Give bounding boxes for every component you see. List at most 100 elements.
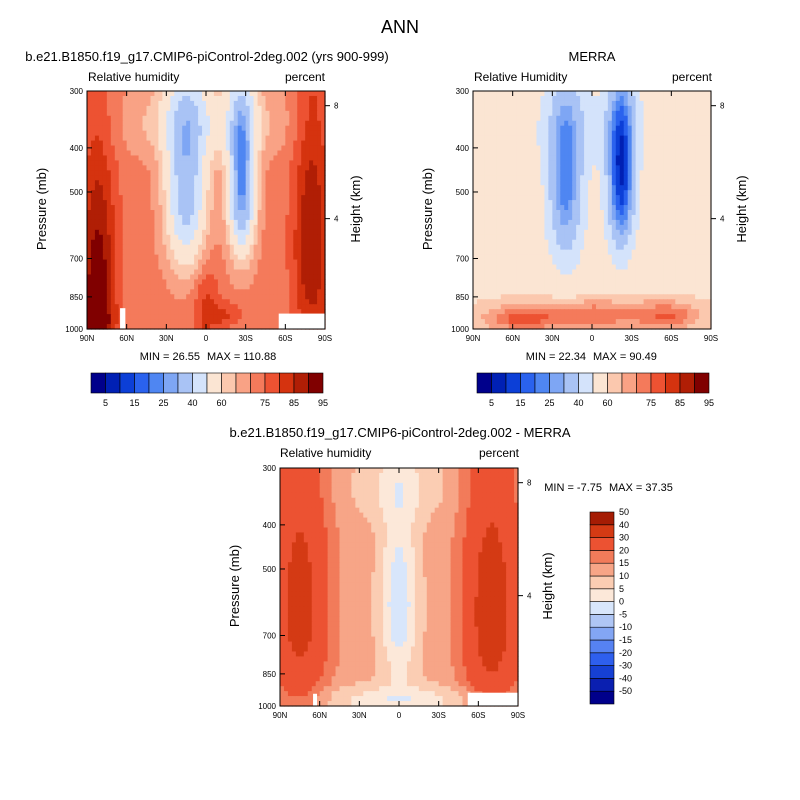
field-cell bbox=[206, 264, 211, 271]
field-cell bbox=[237, 170, 243, 176]
field-cell bbox=[504, 205, 510, 211]
field-cell bbox=[146, 304, 152, 310]
field-cell bbox=[476, 110, 482, 117]
field-cell bbox=[257, 219, 263, 226]
field-cell bbox=[580, 244, 585, 251]
field-cell bbox=[273, 249, 278, 256]
field-cell bbox=[209, 259, 215, 266]
field-cell bbox=[556, 130, 561, 137]
field-cell bbox=[584, 140, 589, 147]
field-cell bbox=[221, 165, 227, 171]
field-cell bbox=[580, 170, 585, 176]
field-cell bbox=[500, 160, 506, 166]
field-cell bbox=[532, 200, 538, 206]
field-cell bbox=[595, 140, 601, 147]
field-cell bbox=[564, 200, 569, 206]
field-cell bbox=[213, 170, 219, 176]
field-cell bbox=[142, 244, 148, 251]
field-cell bbox=[607, 244, 613, 251]
field-cell bbox=[178, 214, 183, 221]
field-cell bbox=[170, 100, 175, 107]
field-cell bbox=[588, 210, 593, 216]
field-cell bbox=[691, 180, 696, 186]
field-cell bbox=[257, 185, 263, 191]
field-cell bbox=[627, 135, 633, 142]
field-cell bbox=[261, 234, 267, 241]
field-cell bbox=[492, 150, 498, 157]
field-cell bbox=[488, 185, 494, 191]
field-cell bbox=[603, 249, 609, 256]
field-cell bbox=[221, 155, 227, 162]
field-cell bbox=[707, 130, 712, 137]
field-cell bbox=[90, 165, 96, 171]
field-cell bbox=[225, 319, 231, 325]
field-cell bbox=[607, 249, 613, 256]
field-cell bbox=[174, 130, 179, 137]
y-tick-label: 400 bbox=[70, 144, 84, 153]
field-cell bbox=[225, 254, 231, 261]
field-cell bbox=[707, 95, 712, 102]
field-cell bbox=[146, 244, 152, 251]
field-cell bbox=[190, 214, 195, 221]
field-cell bbox=[126, 289, 132, 295]
field-cell bbox=[273, 175, 278, 181]
field-cell bbox=[524, 229, 530, 236]
field-cell bbox=[114, 284, 120, 290]
field-cell bbox=[643, 190, 649, 196]
field-cell bbox=[186, 95, 191, 102]
field-cell bbox=[512, 125, 518, 132]
field-cell bbox=[269, 200, 275, 206]
field-cell bbox=[703, 239, 708, 246]
field-cell bbox=[556, 160, 561, 166]
field-cell bbox=[146, 150, 152, 157]
field-cell bbox=[548, 205, 553, 211]
field-cell bbox=[651, 224, 657, 231]
field-cell bbox=[317, 160, 322, 166]
field-cell bbox=[309, 279, 314, 285]
field-cell bbox=[663, 175, 668, 181]
field-cell bbox=[241, 115, 247, 122]
field-cell bbox=[221, 105, 227, 112]
field-cell bbox=[683, 180, 688, 186]
field-cell bbox=[122, 304, 128, 310]
field-cell bbox=[166, 254, 171, 261]
field-cell bbox=[217, 254, 223, 261]
field-cell bbox=[102, 190, 108, 196]
field-cell bbox=[182, 91, 187, 97]
field-cell bbox=[659, 140, 664, 147]
field-cell bbox=[90, 140, 96, 147]
field-cell bbox=[130, 95, 136, 102]
field-cell bbox=[269, 304, 275, 310]
field-cell bbox=[603, 175, 609, 181]
panel-model-ylabel-right: Height (km) bbox=[348, 175, 363, 242]
field-cell bbox=[687, 155, 692, 162]
field-cell bbox=[480, 249, 486, 256]
field-cell bbox=[643, 140, 649, 147]
field-cell bbox=[110, 120, 116, 127]
field-cell bbox=[285, 244, 290, 251]
field-cell bbox=[213, 110, 219, 117]
field-cell bbox=[150, 150, 156, 157]
field-cell bbox=[623, 140, 629, 147]
field-cell bbox=[548, 105, 553, 112]
field-cell bbox=[114, 324, 120, 330]
field-cell bbox=[273, 224, 278, 231]
field-cell bbox=[213, 145, 219, 152]
field-cell bbox=[675, 91, 680, 97]
field-cell bbox=[548, 219, 553, 226]
field-cell bbox=[659, 125, 664, 132]
field-cell bbox=[580, 210, 585, 216]
field-cell bbox=[627, 249, 633, 256]
field-cell bbox=[194, 200, 199, 206]
field-cell bbox=[627, 95, 633, 102]
field-cell bbox=[249, 319, 255, 325]
field-cell bbox=[249, 324, 255, 330]
field-cell bbox=[170, 200, 175, 206]
field-cell bbox=[476, 170, 482, 176]
field-cell bbox=[496, 180, 502, 186]
field-cell bbox=[98, 244, 104, 251]
field-cell bbox=[221, 314, 227, 320]
field-cell bbox=[138, 264, 144, 271]
field-cell bbox=[178, 224, 183, 231]
field-cell bbox=[572, 239, 577, 246]
